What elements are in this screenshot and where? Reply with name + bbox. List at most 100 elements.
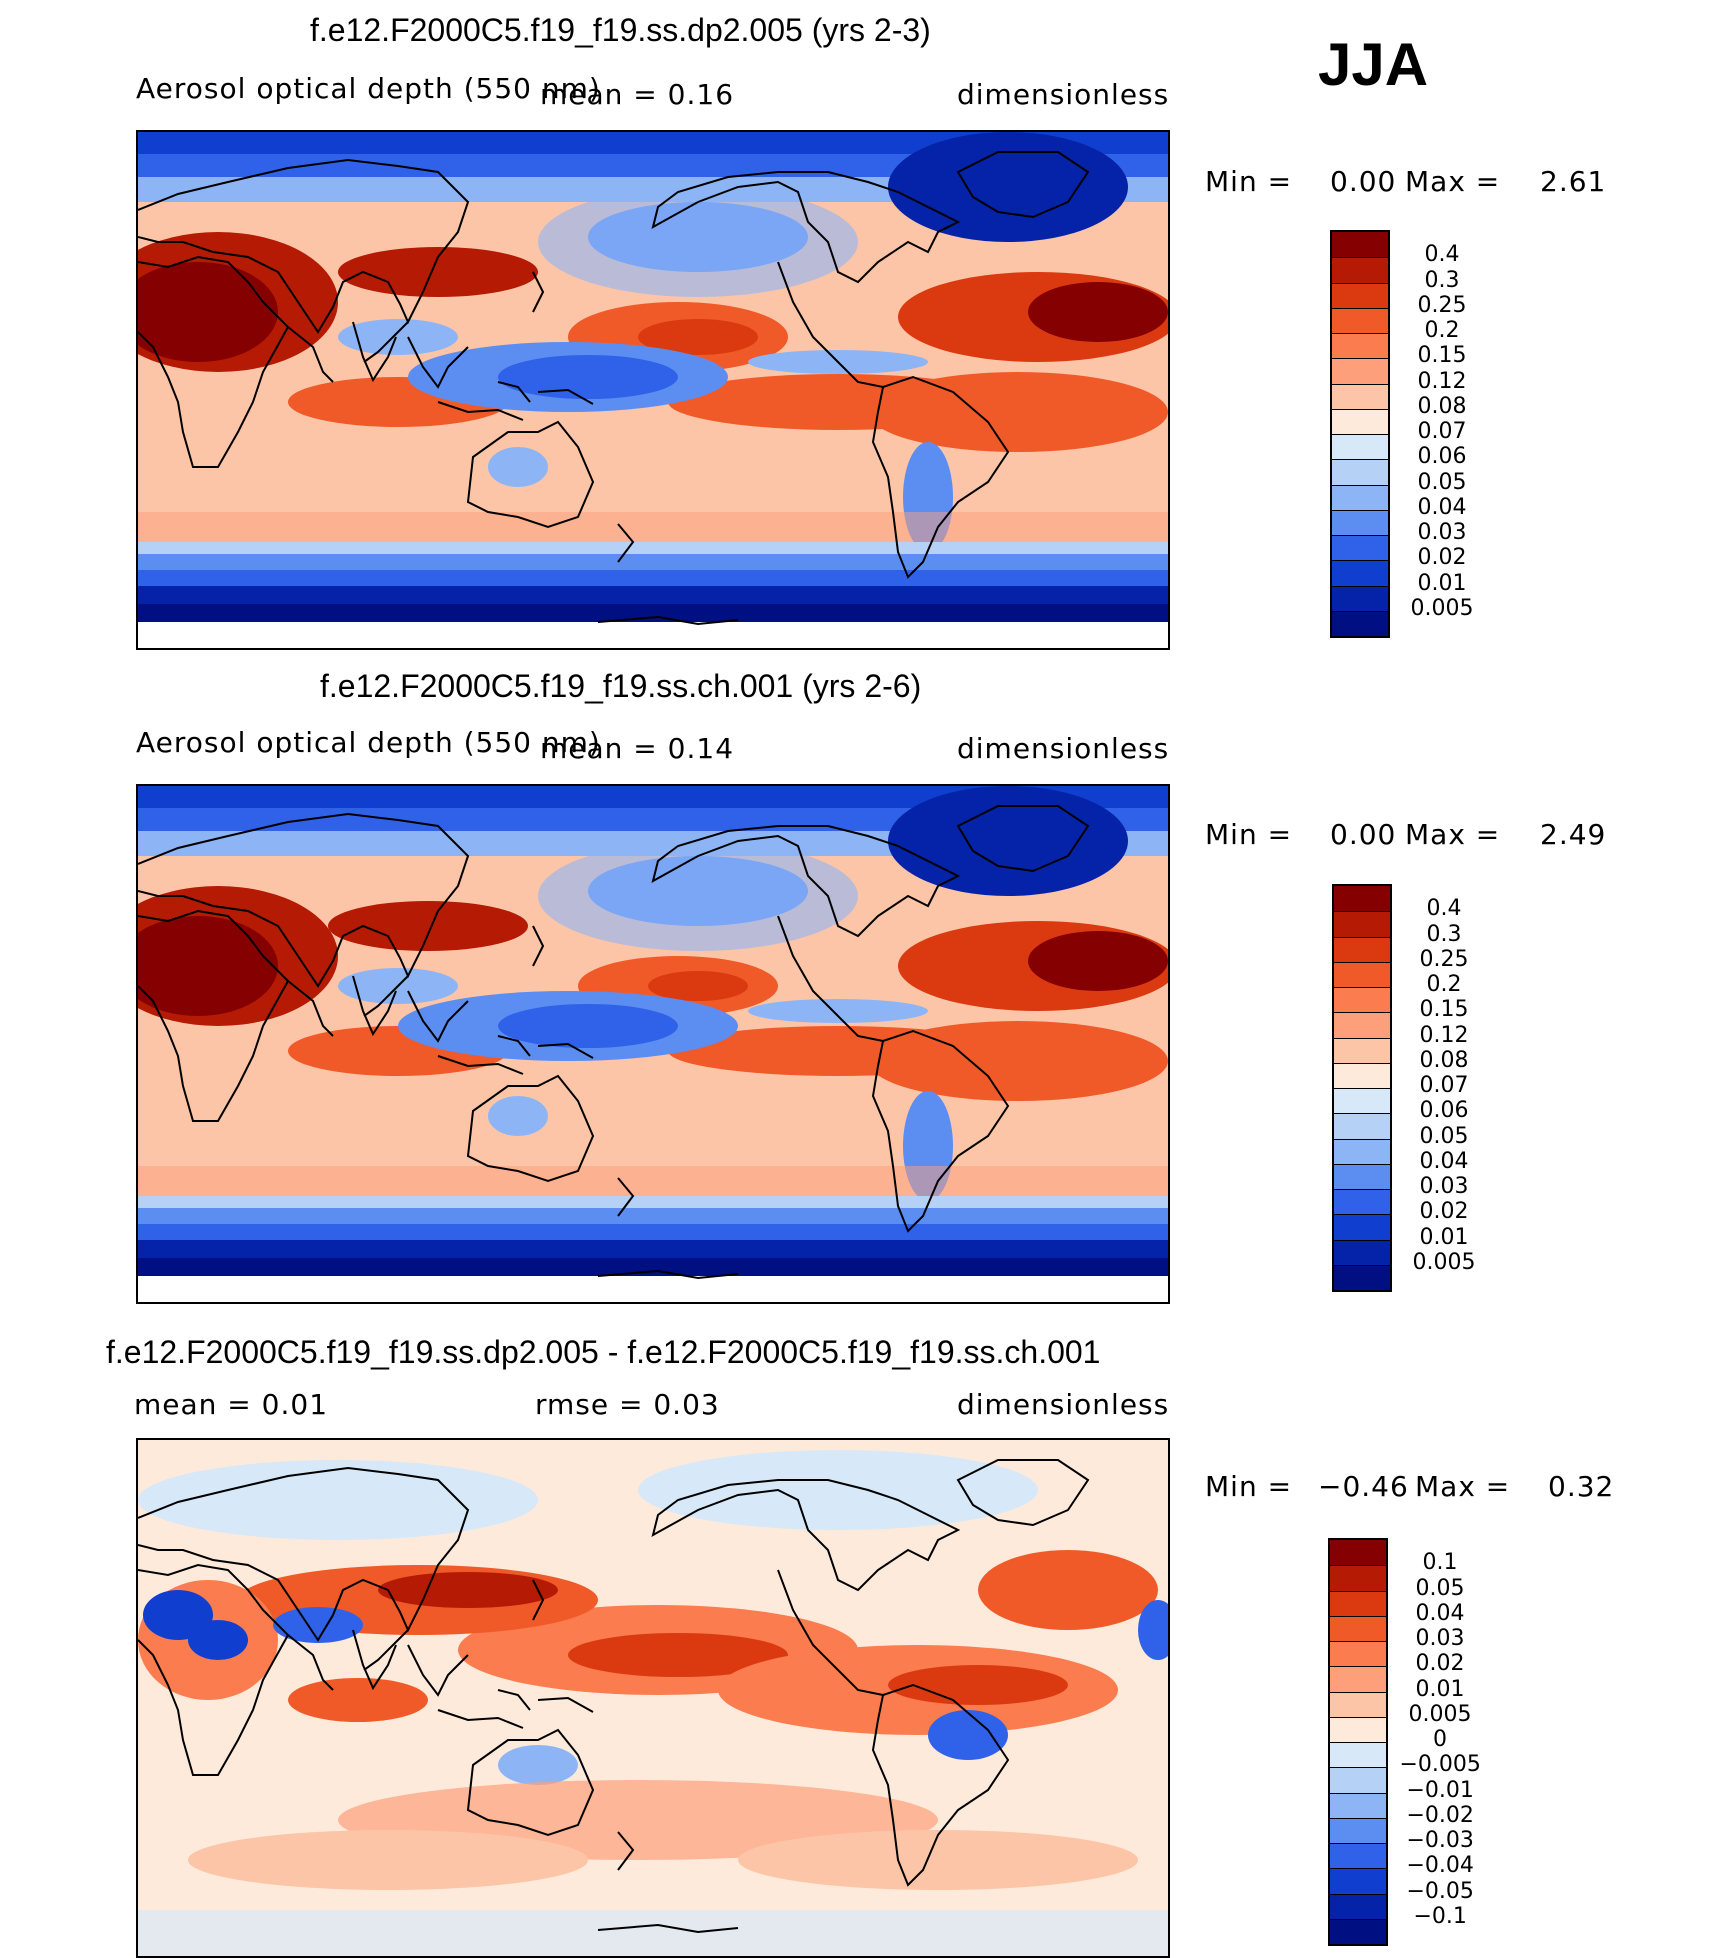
panel-3-rmse-label: rmse = 0.03 xyxy=(535,1388,720,1421)
colorbar-tick-label: 0.12 xyxy=(1419,1022,1469,1048)
colorbar-tick-label: −0.02 xyxy=(1406,1802,1474,1828)
panel-1-max-label: Max = xyxy=(1405,165,1501,198)
colorbar-swatch xyxy=(1334,987,1390,1013)
panel-2-variable-label: Aerosol optical depth (550 nm) xyxy=(136,726,601,759)
panel-1-units-label: dimensionless xyxy=(957,78,1170,111)
colorbar-swatch xyxy=(1332,307,1388,333)
colorbar-tick-label: −0.03 xyxy=(1406,1828,1474,1853)
colorbar-tick-label: 0.03 xyxy=(1417,520,1467,545)
colorbar-swatch xyxy=(1330,1540,1386,1566)
colorbar-tick-label: 0.03 xyxy=(1419,1174,1469,1199)
colorbar-tick-label: 0.25 xyxy=(1417,292,1467,318)
colorbar-swatch xyxy=(1330,1565,1386,1591)
colorbar-swatch xyxy=(1330,1716,1386,1742)
panel-2-units-label: dimensionless xyxy=(957,732,1170,765)
colorbar-swatch xyxy=(1334,911,1390,937)
colorbar-swatch xyxy=(1334,1214,1390,1240)
colorbar-swatch xyxy=(1332,232,1388,258)
colorbar-tick-label: 0.02 xyxy=(1417,545,1467,571)
colorbar-tick-label: 0.03 xyxy=(1415,1626,1465,1651)
colorbar-tick-label: 0.07 xyxy=(1419,1073,1469,1098)
colorbar-tick-label: 0.02 xyxy=(1415,1651,1465,1677)
colorbar-swatch xyxy=(1332,509,1388,535)
colorbar-swatch xyxy=(1334,1062,1390,1088)
colorbar-swatch xyxy=(1332,459,1388,485)
colorbar-tick-label: 0.25 xyxy=(1419,946,1469,972)
panel-3-min-label: Min = xyxy=(1205,1470,1293,1503)
panel-1-min-value: 0.00 xyxy=(1330,165,1397,198)
panel-3-max-label: Max = xyxy=(1415,1470,1511,1503)
colorbar-tick-label: 0.05 xyxy=(1417,469,1467,495)
colorbar-swatch xyxy=(1334,1113,1390,1139)
colorbar-swatch xyxy=(1332,257,1388,283)
colorbar-swatch xyxy=(1330,1666,1386,1692)
colorbar-swatch xyxy=(1332,585,1388,611)
panel-2-title: f.e12.F2000C5.f19_f19.ss.ch.001 (yrs 2-6… xyxy=(320,668,922,704)
colorbar-tick-label: 0.04 xyxy=(1417,494,1467,520)
panel-2-map xyxy=(136,784,1170,1304)
panel-2-mean-label: mean = 0.14 xyxy=(540,732,735,765)
colorbar-tick-label: 0.07 xyxy=(1417,419,1467,444)
colorbar-tick-label: 0.06 xyxy=(1419,1098,1469,1124)
colorbar-swatch xyxy=(1334,936,1390,962)
colorbar-swatch xyxy=(1334,886,1390,912)
colorbar-swatch xyxy=(1332,610,1388,636)
colorbar-swatch xyxy=(1330,1641,1386,1667)
colorbar-swatch xyxy=(1332,333,1388,359)
colorbar-tick-label: −0.1 xyxy=(1413,1903,1467,1929)
colorbar-swatch xyxy=(1330,1691,1386,1717)
colorbar-tick-label: 0.2 xyxy=(1426,972,1462,997)
colorbar-swatch xyxy=(1332,408,1388,434)
panel-2-min-value: 0.00 xyxy=(1330,818,1397,851)
colorbar-swatch xyxy=(1334,1163,1390,1189)
colorbar-swatch xyxy=(1330,1590,1386,1616)
panel-1-min-label: Min = xyxy=(1205,165,1293,198)
colorbar-swatch xyxy=(1332,383,1388,409)
colorbar-swatch xyxy=(1332,560,1388,586)
colorbar-tick-label: 0.08 xyxy=(1419,1047,1469,1073)
colorbar-swatch xyxy=(1330,1843,1386,1869)
colorbar-swatch xyxy=(1330,1817,1386,1843)
panel-1-title: f.e12.F2000C5.f19_f19.ss.dp2.005 (yrs 2-… xyxy=(310,12,931,48)
panel-2-max-label: Max = xyxy=(1405,818,1501,851)
colorbar-swatch xyxy=(1332,434,1388,460)
colorbar-swatch xyxy=(1334,1264,1390,1290)
panel-3-map xyxy=(136,1438,1170,1958)
colorbar-tick-label: 0.01 xyxy=(1415,1676,1465,1702)
colorbar-swatch xyxy=(1330,1615,1386,1641)
colorbar-tick-label: 0.01 xyxy=(1417,570,1467,596)
panel-3-min-value: −0.46 xyxy=(1318,1470,1409,1503)
colorbar-tick-label: 0 xyxy=(1433,1727,1447,1752)
colorbar-swatch xyxy=(1332,358,1388,384)
colorbar-tick-label: 0.3 xyxy=(1424,267,1460,293)
panel-2-map-field xyxy=(138,786,1168,1302)
colorbar-tick-label: 0.05 xyxy=(1415,1575,1465,1601)
panel-1-max-value: 2.61 xyxy=(1540,165,1607,198)
colorbar-swatch xyxy=(1334,1012,1390,1038)
colorbar-tick-label: 0.2 xyxy=(1424,318,1460,343)
panel-1-map xyxy=(136,130,1170,650)
colorbar-tick-label: 0.04 xyxy=(1419,1148,1469,1174)
colorbar-tick-label: 0.08 xyxy=(1417,393,1467,419)
panel-2-min-label: Min = xyxy=(1205,818,1293,851)
season-label: JJA xyxy=(1318,31,1429,98)
panel-2-max-value: 2.49 xyxy=(1540,818,1607,851)
colorbar-tick-label: −0.04 xyxy=(1406,1853,1474,1879)
colorbar-swatch xyxy=(1330,1742,1386,1768)
panel-3-colorbar xyxy=(1328,1538,1388,1946)
colorbar-swatch xyxy=(1330,1792,1386,1818)
colorbar-tick-label: −0.01 xyxy=(1406,1777,1474,1803)
colorbar-swatch xyxy=(1334,1037,1390,1063)
colorbar-tick-label: 0.02 xyxy=(1419,1199,1469,1225)
panel-3-mean-label: mean = 0.01 xyxy=(134,1388,329,1421)
colorbar-swatch xyxy=(1330,1918,1386,1944)
colorbar-swatch xyxy=(1334,961,1390,987)
colorbar-tick-label: −0.05 xyxy=(1406,1878,1474,1904)
colorbar-tick-label: 0.4 xyxy=(1424,242,1460,268)
colorbar-tick-label: 0.15 xyxy=(1417,343,1467,369)
panel-1-colorbar xyxy=(1330,230,1390,638)
panel-1-variable-label: Aerosol optical depth (550 nm) xyxy=(136,72,601,105)
colorbar-swatch xyxy=(1332,282,1388,308)
colorbar-tick-label: 0.1 xyxy=(1422,1550,1458,1576)
colorbar-tick-label: 0.3 xyxy=(1426,921,1462,947)
